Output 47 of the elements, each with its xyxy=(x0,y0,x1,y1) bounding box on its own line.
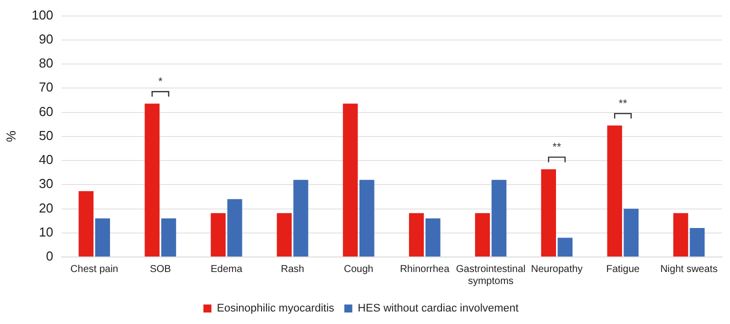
annotation: ** xyxy=(618,98,628,110)
y-axis-title: % xyxy=(3,130,18,142)
bar xyxy=(227,199,242,256)
y-tick-label: 40 xyxy=(38,152,54,168)
y-tick-label: 100 xyxy=(32,7,54,22)
bar xyxy=(408,213,424,256)
bar xyxy=(359,180,374,256)
x-tick-label: Night sweats xyxy=(660,264,718,275)
x-tick-label: Rash xyxy=(280,264,304,275)
y-tick-label: 80 xyxy=(38,56,54,71)
bar xyxy=(673,213,688,256)
y-tick-label: 20 xyxy=(38,200,54,216)
x-tick-label: SOB xyxy=(150,264,172,275)
bar xyxy=(558,238,573,256)
x-tick-label: Neuropathy xyxy=(530,264,583,275)
bar xyxy=(492,180,506,256)
bar xyxy=(624,208,639,256)
bar xyxy=(78,191,94,256)
bar xyxy=(293,180,308,256)
bar xyxy=(690,228,705,256)
bar xyxy=(607,126,622,256)
x-tick-label: Fatigue xyxy=(606,264,640,275)
bar xyxy=(541,169,556,256)
legend-label: Eosinophilic myocarditis xyxy=(216,302,335,315)
annotation: * xyxy=(158,76,164,88)
y-tick-label: 30 xyxy=(38,176,54,192)
x-tick-label: Edema xyxy=(210,264,243,275)
bar xyxy=(210,213,226,256)
bar xyxy=(276,213,292,256)
legend-label: HES without cardiac involvement xyxy=(358,302,519,315)
annotation: ** xyxy=(552,142,562,154)
y-tick-label: 50 xyxy=(38,128,54,143)
y-tick-label: 60 xyxy=(38,104,54,119)
bar xyxy=(95,218,110,256)
bar xyxy=(342,104,358,256)
y-tick-label: 0 xyxy=(46,248,54,264)
bar xyxy=(475,213,490,256)
y-tick-label: 10 xyxy=(38,224,54,240)
bar xyxy=(426,218,440,256)
x-tick-label: Rhinorrhea xyxy=(400,264,450,275)
bar xyxy=(161,218,176,256)
x-tick-label: Gastrointestinal symptoms xyxy=(456,264,526,287)
y-tick-label: 90 xyxy=(38,32,54,46)
y-tick-label: 70 xyxy=(38,80,54,95)
x-tick-label: Chest pain xyxy=(70,264,118,275)
x-tick-label: Cough xyxy=(344,264,374,275)
bar xyxy=(144,104,160,256)
